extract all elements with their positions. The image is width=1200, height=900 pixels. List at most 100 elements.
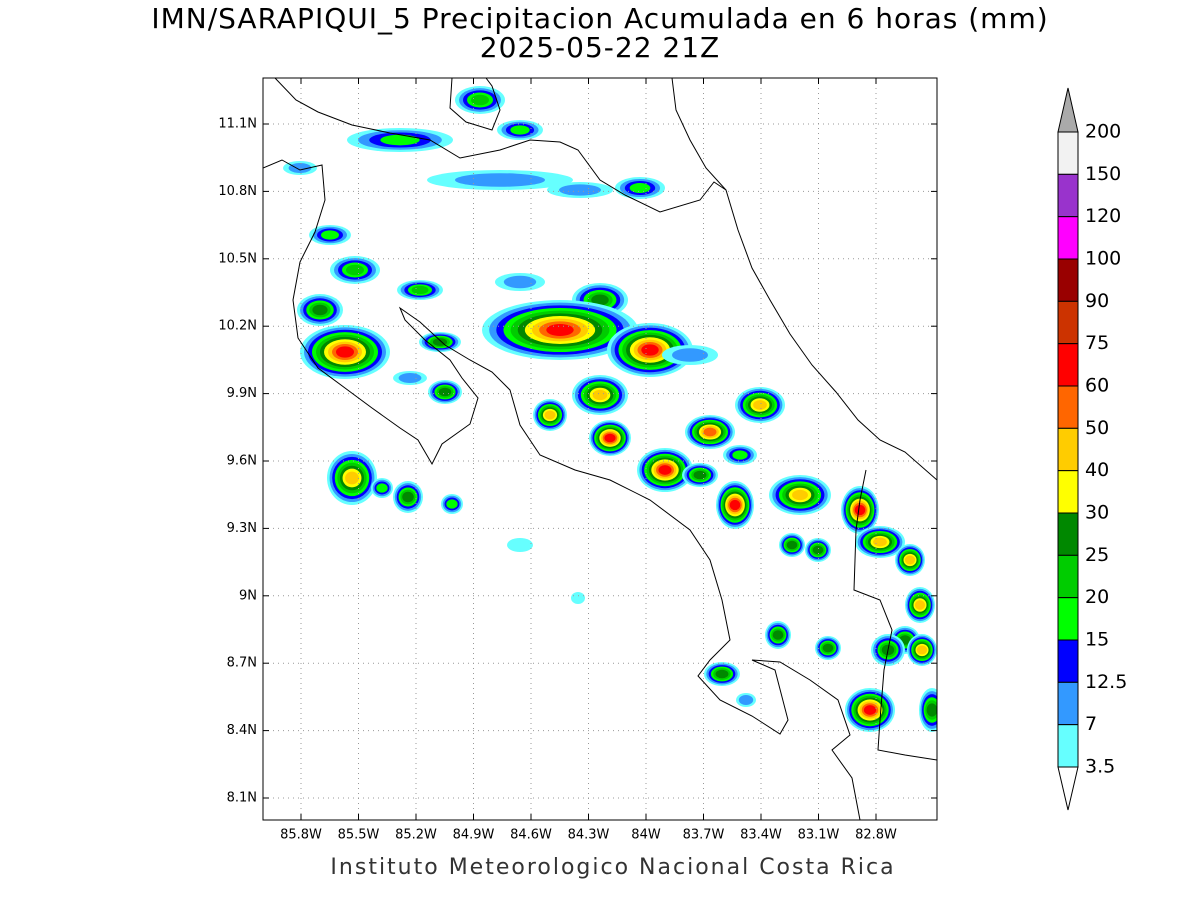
- subtitle: 2025-05-22 21Z: [480, 31, 720, 64]
- panama-border: [853, 469, 937, 761]
- precip-contour: [641, 344, 659, 356]
- colorbar-under: [1057, 766, 1079, 811]
- lat-label: 9.6N: [227, 454, 257, 469]
- precip-contour: [703, 427, 717, 437]
- colorbar-label: 120: [1085, 205, 1121, 227]
- precip-contour: [926, 703, 937, 717]
- lon-label: 83.1W: [798, 828, 840, 843]
- colorbar-label: 20: [1085, 586, 1109, 608]
- lon-label: 84.9W: [453, 828, 495, 843]
- lat-label: 9.9N: [227, 386, 257, 401]
- precip-contour: [446, 499, 458, 509]
- precip-contour: [345, 471, 359, 485]
- colorbar-label: 12.5: [1085, 671, 1127, 693]
- precip-contour: [312, 304, 328, 316]
- precip-contour: [411, 285, 429, 295]
- lat-label: 8.4N: [227, 723, 257, 738]
- precip-contour: [592, 389, 608, 401]
- precip-contour: [559, 184, 601, 196]
- lon-label: 85.2W: [395, 828, 437, 843]
- lon-label: 85.5W: [338, 828, 380, 843]
- colorbar-box: [1057, 724, 1079, 768]
- colorbar-label: 50: [1085, 417, 1109, 439]
- precip-contour: [604, 433, 616, 443]
- precip-contour: [591, 294, 609, 306]
- lon-label: 83.7W: [683, 828, 725, 843]
- precip-contour: [772, 630, 784, 640]
- precipitation-field: [283, 86, 937, 732]
- precip-contour: [822, 643, 834, 653]
- colorbar-box: [1057, 427, 1079, 472]
- precip-contour: [398, 373, 422, 383]
- precip-contour: [715, 669, 729, 679]
- precip-contour: [455, 173, 545, 187]
- pacific-coast: [263, 159, 861, 820]
- caribbean-coast: [671, 78, 937, 481]
- map-frame: [262, 77, 938, 821]
- lon-label: 85.8W: [280, 828, 322, 843]
- lat-label: 10.8N: [218, 184, 257, 199]
- colorbar-box: [1057, 300, 1079, 345]
- precip-contour: [346, 264, 364, 276]
- precip-contour: [873, 537, 887, 547]
- precip-contour: [792, 489, 808, 501]
- colorbar-box: [1057, 258, 1079, 302]
- lon-label: 84W: [631, 828, 661, 843]
- precip-contour: [571, 592, 585, 604]
- lon-label: 84.3W: [568, 828, 610, 843]
- precip-contour: [503, 275, 537, 289]
- precip-contour: [672, 348, 708, 362]
- colorbar-label: 15: [1085, 629, 1109, 651]
- precip-contour: [916, 645, 928, 655]
- colorbar-box: [1057, 131, 1079, 175]
- colorbar-box: [1057, 681, 1079, 726]
- grid: 11.1N 10.8N 10.5N 10.2N 9.9N 9.6N 9.3N 9N 8.7N 8.…: [218, 78, 937, 843]
- precip-contour: [336, 346, 354, 358]
- colorbar-over: [1057, 87, 1079, 133]
- lon-label: 84.6W: [510, 828, 552, 843]
- colorbar-label: 7: [1085, 713, 1097, 735]
- lat-label: 10.5N: [218, 251, 257, 266]
- colorbar-label: 3.5: [1085, 756, 1115, 778]
- colorbar-box: [1057, 343, 1079, 387]
- precip-contour: [854, 504, 866, 516]
- precip-contour: [629, 183, 651, 193]
- colorbar-label: 150: [1085, 163, 1121, 185]
- precip-contour: [904, 555, 916, 565]
- precip-contour: [544, 410, 556, 420]
- precip-contour: [786, 540, 798, 550]
- colorbar-box: [1057, 216, 1079, 260]
- title: IMN/SARAPIQUI_5 Precipitacion Acumulada …: [151, 2, 1048, 35]
- colorbar-label: 90: [1085, 290, 1109, 312]
- precip-contour: [380, 134, 420, 146]
- precip-contour: [753, 400, 767, 410]
- lat-label: 8.7N: [227, 656, 257, 671]
- precip-contour: [729, 499, 741, 511]
- precip-contour: [402, 491, 414, 503]
- lat-label: 10.2N: [218, 319, 257, 334]
- coastlines: [263, 78, 937, 820]
- colorbar-label: 100: [1085, 248, 1121, 270]
- lat-label: 11.1N: [218, 117, 257, 132]
- colorbar: 200 150 120 100 90 75 60 50 40 30 25 20 15 12.5 7 3.5: [1057, 87, 1127, 811]
- precip-contour: [732, 450, 748, 460]
- precip-contour: [658, 465, 672, 475]
- colorbar-label: 25: [1085, 544, 1109, 566]
- colorbar-box: [1057, 173, 1079, 218]
- precip-contour: [438, 387, 452, 397]
- colorbar-box: [1057, 554, 1079, 599]
- precip-contour: [321, 230, 339, 240]
- precip-contour: [914, 600, 926, 610]
- colorbar-box: [1057, 385, 1079, 429]
- colorbar-label: 200: [1085, 121, 1121, 143]
- lake-shore: [449, 78, 501, 131]
- precip-contour: [510, 125, 530, 135]
- lat-label: 9.3N: [227, 521, 257, 536]
- precip-contour: [471, 94, 489, 106]
- lat-label: 8.1N: [227, 791, 257, 806]
- colorbar-box: [1057, 597, 1079, 641]
- precip-contour: [863, 705, 877, 715]
- colorbar-label: 30: [1085, 502, 1109, 524]
- precip-contour: [376, 483, 388, 493]
